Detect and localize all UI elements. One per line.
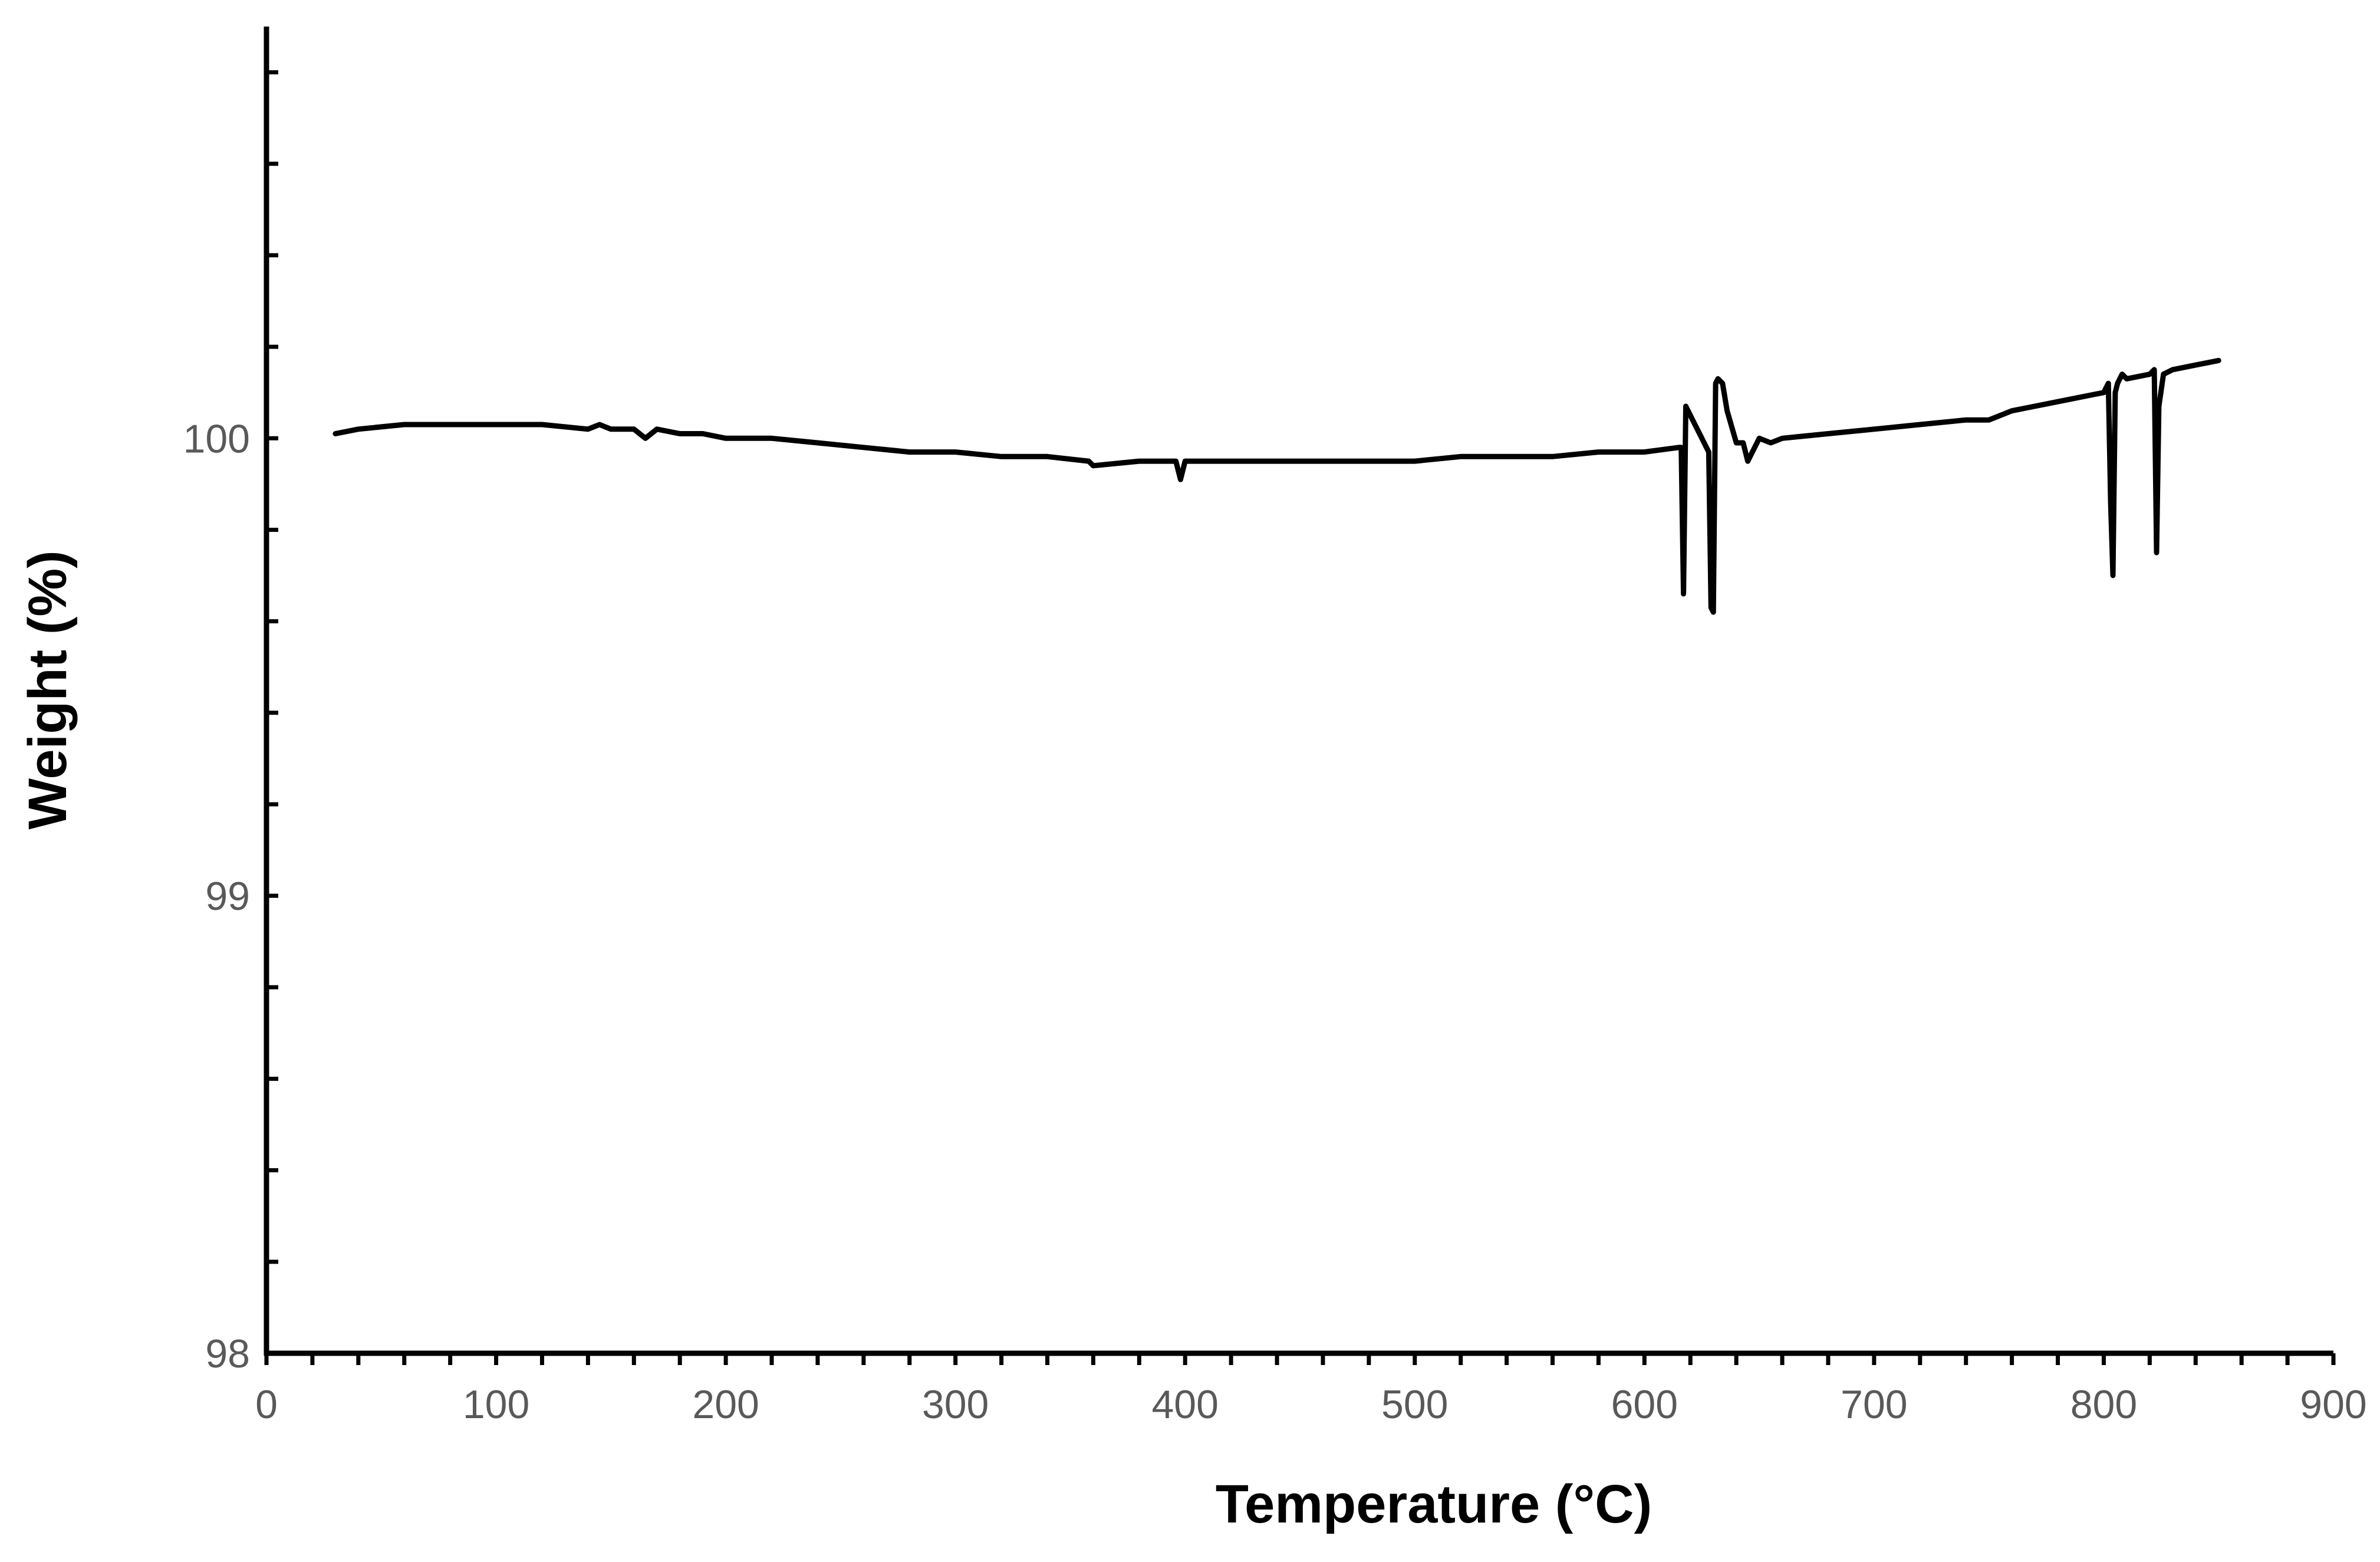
y-tick-label: 98 bbox=[205, 1331, 250, 1376]
x-tick-label: 800 bbox=[2070, 1382, 2137, 1427]
x-tick-label: 400 bbox=[1151, 1382, 1218, 1427]
x-minor-ticks bbox=[264, 1353, 2336, 1365]
x-tick-labels: 0 100 200 300 400 500 600 700 800 900 bbox=[255, 1382, 2367, 1427]
x-tick-label: 100 bbox=[463, 1382, 529, 1427]
x-tick-label: 200 bbox=[692, 1382, 759, 1427]
x-axis-title: Temperature (°C) bbox=[1216, 1474, 1652, 1534]
x-tick-label: 900 bbox=[2300, 1382, 2366, 1427]
y-axis-title: Weight (%) bbox=[18, 550, 78, 830]
y-minor-ticks bbox=[266, 70, 278, 1356]
weight-curve-line bbox=[333, 357, 2221, 615]
y-tick-labels: 98 99 100 bbox=[183, 416, 250, 1376]
x-tick-label: 300 bbox=[922, 1382, 989, 1427]
x-tick-label: 600 bbox=[1611, 1382, 1678, 1427]
plot-area bbox=[333, 357, 2221, 615]
x-tick-label: 0 bbox=[255, 1382, 278, 1427]
y-tick-label: 99 bbox=[205, 874, 250, 919]
y-tick-label: 100 bbox=[183, 416, 250, 461]
axes: 0 100 200 300 400 500 600 700 800 900 98 99 100 bbox=[183, 27, 2367, 1427]
x-tick-label: 500 bbox=[1381, 1382, 1448, 1427]
x-tick-label: 700 bbox=[1841, 1382, 1907, 1427]
